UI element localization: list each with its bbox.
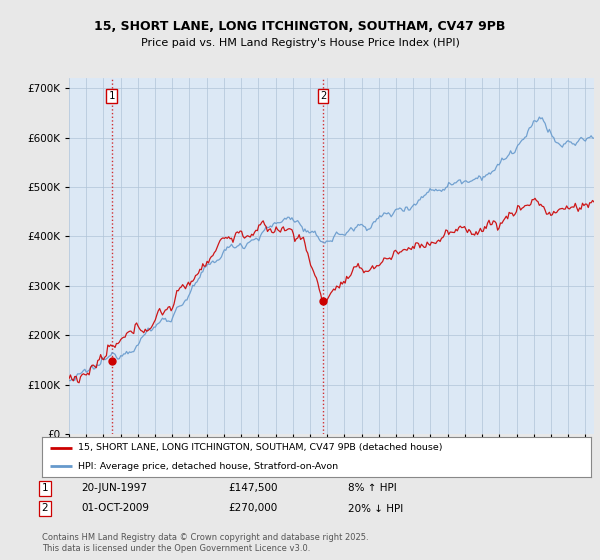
- Text: 8% ↑ HPI: 8% ↑ HPI: [348, 483, 397, 493]
- Text: Contains HM Land Registry data © Crown copyright and database right 2025.
This d: Contains HM Land Registry data © Crown c…: [42, 533, 368, 553]
- Text: 15, SHORT LANE, LONG ITCHINGTON, SOUTHAM, CV47 9PB: 15, SHORT LANE, LONG ITCHINGTON, SOUTHAM…: [94, 20, 506, 32]
- Text: 01-OCT-2009: 01-OCT-2009: [81, 503, 149, 514]
- Text: 20% ↓ HPI: 20% ↓ HPI: [348, 503, 403, 514]
- Text: 2: 2: [320, 91, 326, 101]
- Text: 1: 1: [109, 91, 115, 101]
- Text: 1: 1: [41, 483, 49, 493]
- Text: 15, SHORT LANE, LONG ITCHINGTON, SOUTHAM, CV47 9PB (detached house): 15, SHORT LANE, LONG ITCHINGTON, SOUTHAM…: [77, 443, 442, 452]
- Text: Price paid vs. HM Land Registry's House Price Index (HPI): Price paid vs. HM Land Registry's House …: [140, 38, 460, 48]
- Text: 2: 2: [41, 503, 49, 514]
- Text: £147,500: £147,500: [228, 483, 277, 493]
- Text: £270,000: £270,000: [228, 503, 277, 514]
- Text: 20-JUN-1997: 20-JUN-1997: [81, 483, 147, 493]
- Text: HPI: Average price, detached house, Stratford-on-Avon: HPI: Average price, detached house, Stra…: [77, 462, 338, 471]
